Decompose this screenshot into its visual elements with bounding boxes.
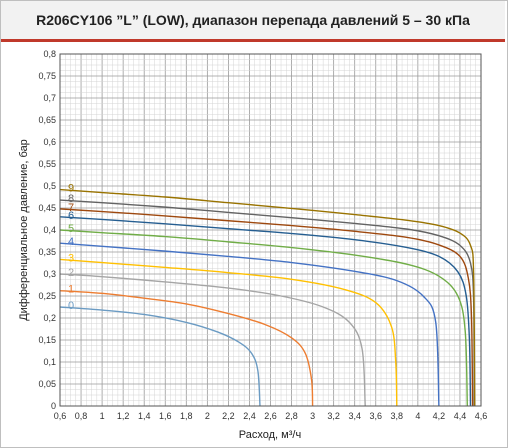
x-tick-label: 4,6 <box>475 411 488 421</box>
chart-title: R206CY106 ”L” (LOW), диапазон перепада д… <box>36 12 470 28</box>
plot-border <box>59 53 482 407</box>
series-line-2 <box>59 273 366 407</box>
y-tick-label: 0,8 <box>43 49 56 59</box>
x-tick-label: 3,2 <box>327 411 340 421</box>
series-label-8: 8 <box>68 193 74 205</box>
x-tick-label: 4 <box>415 411 420 421</box>
series-group <box>59 188 476 407</box>
series-label-6: 6 <box>68 210 74 222</box>
series-line-5 <box>59 229 469 407</box>
y-tick-label: 0,3 <box>43 269 56 279</box>
x-tick-label: 2,6 <box>264 411 277 421</box>
y-tick-label: 0,55 <box>38 159 56 169</box>
title-bar: R206CY106 ”L” (LOW), диапазон перепада д… <box>1 1 505 42</box>
x-tick-label: 0,8 <box>75 411 88 421</box>
x-tick-label: 0,6 <box>54 411 67 421</box>
y-tick-label: 0,5 <box>43 181 56 191</box>
x-tick-label: 1,8 <box>180 411 193 421</box>
series-label-7: 7 <box>68 202 74 214</box>
x-tick-label: 2 <box>205 411 210 421</box>
series-line-6 <box>59 216 472 407</box>
series-label-9: 9 <box>68 183 74 195</box>
x-tick-label: 1,6 <box>159 411 172 421</box>
y-tick-label: 0,45 <box>38 203 56 213</box>
x-tick-label: 2,8 <box>285 411 298 421</box>
y-tick-label: 0,7 <box>43 93 56 103</box>
y-tick-label: 0,75 <box>38 71 56 81</box>
y-tick-label: 0,65 <box>38 115 56 125</box>
x-tick-label: 1,2 <box>117 411 130 421</box>
x-tick-label: 2,2 <box>222 411 235 421</box>
series-label-3: 3 <box>68 252 74 264</box>
series-line-8 <box>59 199 475 407</box>
series-label-2: 2 <box>68 267 74 279</box>
y-tick-label: 0,6 <box>43 137 56 147</box>
x-tick-label: 1,4 <box>138 411 151 421</box>
x-tick-label: 2,4 <box>243 411 256 421</box>
y-tick-label: 0,4 <box>43 225 56 235</box>
series-line-0 <box>59 306 261 407</box>
series-line-1 <box>59 290 314 407</box>
x-tick-label: 3,6 <box>369 411 382 421</box>
y-tick-label: 0,15 <box>38 335 56 345</box>
x-tick-label: 4,4 <box>454 411 467 421</box>
grid <box>59 53 482 407</box>
y-tick-label: 0,2 <box>43 313 56 323</box>
y-tick-label: 0 <box>51 401 56 411</box>
series-line-4 <box>59 242 440 407</box>
x-tick-label: 1 <box>100 411 105 421</box>
series-line-7 <box>59 208 474 407</box>
x-tick-label: 3,8 <box>391 411 404 421</box>
x-axis-title: Расход, м³/ч <box>239 429 301 441</box>
series-label-4: 4 <box>68 236 74 248</box>
y-tick-label: 0,35 <box>38 247 56 257</box>
series-label-0: 0 <box>68 300 74 312</box>
series-label-5: 5 <box>68 223 74 235</box>
x-tick-label: 3 <box>310 411 315 421</box>
y-tick-label: 0,1 <box>43 357 56 367</box>
y-axis-title: Дифференциальное давление, бар <box>18 139 30 321</box>
y-tick-label: 0,25 <box>38 291 56 301</box>
x-tick-label: 3,4 <box>348 411 361 421</box>
x-tick-label: 4,2 <box>433 411 446 421</box>
y-tick-label: 0,05 <box>38 379 56 389</box>
series-label-1: 1 <box>68 284 74 296</box>
series-line-9 <box>59 188 476 407</box>
axes: 0,6 0,8 1 1,2 1,4 1,6 1,8 2 2,2 2,4 2,6 2,8 3 3,2 3,4 3… <box>38 49 487 421</box>
series-line-3 <box>59 258 398 407</box>
